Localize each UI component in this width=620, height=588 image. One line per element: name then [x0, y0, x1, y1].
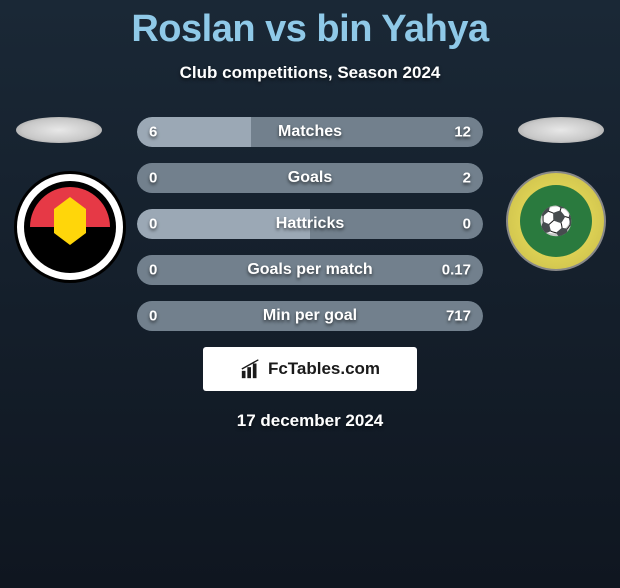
stat-value-left: 6 — [149, 124, 157, 141]
stat-row: 0 0.17 Goals per match — [137, 255, 483, 285]
stat-value-left: 0 — [149, 262, 157, 279]
bar-chart-icon — [240, 358, 262, 380]
stat-value-left: 0 — [149, 216, 157, 233]
stat-value-left: 0 — [149, 170, 157, 187]
date-text: 17 december 2024 — [0, 411, 620, 431]
stat-label: Min per goal — [263, 307, 357, 325]
fctables-logo[interactable]: FcTables.com — [203, 347, 417, 391]
team-badge-left — [14, 171, 126, 283]
stat-label: Matches — [278, 123, 342, 141]
stat-value-left: 0 — [149, 308, 157, 325]
stat-row: 6 12 Matches — [137, 117, 483, 147]
logo-text: FcTables.com — [268, 359, 380, 379]
stat-value-right: 2 — [463, 170, 471, 187]
comparison-area: 6 12 Matches 0 2 Goals 0 0 Hattricks 0 0.17 Goals p… — [0, 117, 620, 331]
stat-value-right: 0 — [463, 216, 471, 233]
stat-row: 0 717 Min per goal — [137, 301, 483, 331]
page-title: Roslan vs bin Yahya — [0, 8, 620, 51]
team-badge-right — [506, 171, 606, 271]
stat-row: 0 0 Hattricks — [137, 209, 483, 239]
stat-value-right: 717 — [446, 308, 471, 325]
stat-row: 0 2 Goals — [137, 163, 483, 193]
team-badge-right-inner — [520, 185, 592, 257]
team-badge-left-inner — [24, 181, 116, 273]
stat-value-right: 0.17 — [442, 262, 471, 279]
stat-label: Goals — [288, 169, 332, 187]
season-subtitle: Club competitions, Season 2024 — [0, 63, 620, 83]
stat-value-right: 12 — [454, 124, 471, 141]
stats-bars: 6 12 Matches 0 2 Goals 0 0 Hattricks 0 0.17 Goals p… — [137, 117, 483, 331]
stat-label: Goals per match — [247, 261, 372, 279]
player-left-ellipse — [16, 117, 102, 143]
player-right-ellipse — [518, 117, 604, 143]
stat-label: Hattricks — [276, 215, 344, 233]
